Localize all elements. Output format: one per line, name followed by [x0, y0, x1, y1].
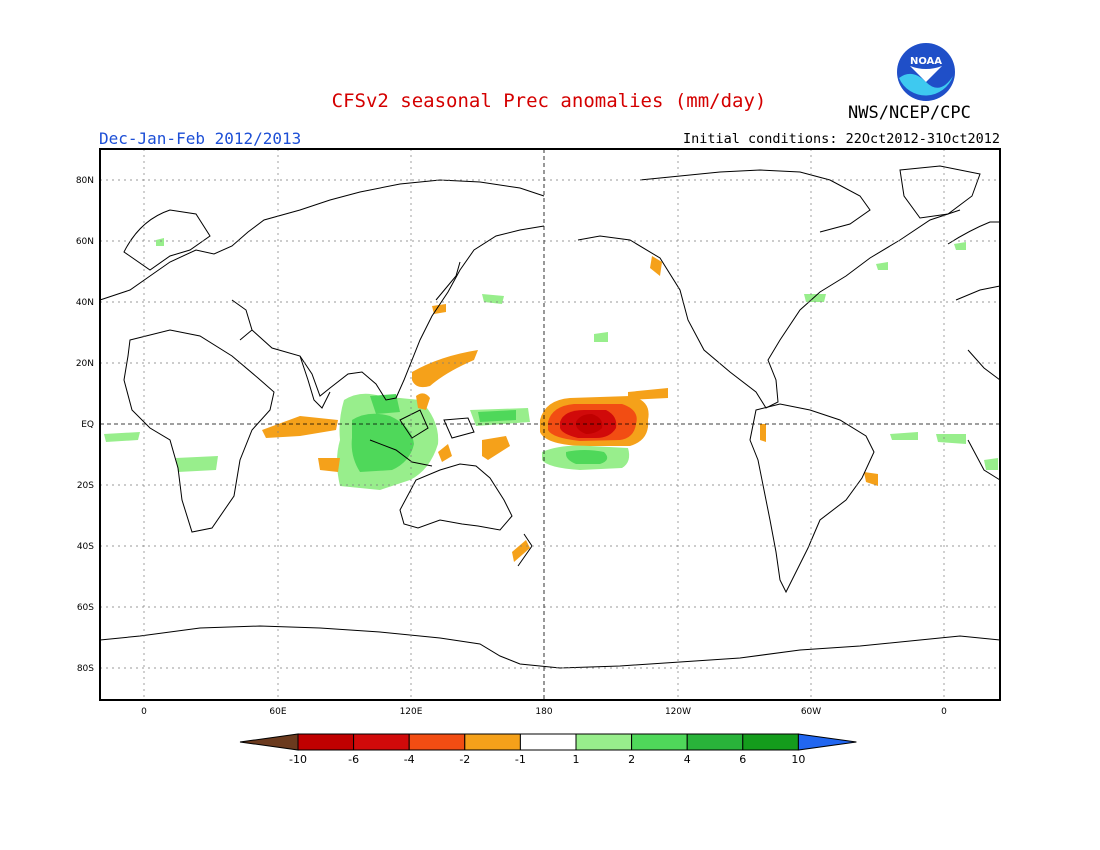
lat-label: 60S — [77, 603, 94, 613]
colorbar-label: -10 — [289, 753, 307, 766]
lat-label: 60N — [76, 237, 94, 247]
lat-label: 40S — [77, 542, 94, 552]
lon-tick-labels: 0 60E 120E 180 120W 60W 0 — [141, 707, 947, 717]
colorbar-swatch — [575, 733, 633, 751]
lat-label: EQ — [81, 420, 94, 430]
lon-label: 120W — [665, 707, 691, 717]
colorbar-swatch — [631, 733, 688, 751]
colorbar-swatch — [686, 733, 744, 751]
lat-label: 20S — [77, 481, 94, 491]
colorbar-swatch — [408, 733, 466, 751]
colorbar-swatch — [519, 733, 577, 751]
colorbar-label: 6 — [739, 753, 746, 766]
lat-label: 40N — [76, 298, 94, 308]
lon-label: 180 — [535, 707, 552, 717]
colorbar-swatch — [464, 733, 521, 751]
lat-label: 20N — [76, 359, 94, 369]
colorbar-label: 10 — [791, 753, 805, 766]
colorbar-swatch — [353, 733, 410, 751]
reference-lines — [100, 149, 1000, 700]
lat-label: 80N — [76, 176, 94, 186]
graticule — [100, 149, 1000, 700]
lon-label: 60E — [269, 707, 286, 717]
colorbar-label: -2 — [459, 753, 470, 766]
map-frame — [99, 148, 1001, 701]
colorbar-label: 4 — [684, 753, 691, 766]
colorbar-label: 2 — [628, 753, 635, 766]
colorbar-label: -6 — [348, 753, 359, 766]
anomaly-shading — [104, 238, 998, 562]
colorbar-arrow-high — [797, 733, 857, 751]
lat-tick-labels: 80N 60N 40N 20N EQ 20S 40S 60S 80S — [76, 176, 94, 674]
lat-label: 80S — [77, 664, 94, 674]
lon-label: 60W — [801, 707, 821, 717]
lon-label: 120E — [400, 707, 423, 717]
lon-label: 0 — [941, 707, 947, 717]
colorbar-label: -4 — [404, 753, 415, 766]
season-label: Dec-Jan-Feb 2012/2013 — [99, 129, 302, 148]
initial-conditions-label: Initial conditions: 22Oct2012-31Oct2012 — [683, 131, 1000, 147]
colorbar-swatch — [297, 733, 355, 751]
noaa-logo: NOAA — [897, 43, 955, 101]
chart-title: CFSv2 seasonal Prec anomalies (mm/day) — [331, 90, 767, 112]
colorbar-label: 1 — [573, 753, 580, 766]
organization-label: NWS/NCEP/CPC — [848, 103, 971, 123]
colorbar: -10 -6 -4 -2 -1 1 2 4 6 10 — [239, 733, 857, 766]
lon-label: 0 — [141, 707, 147, 717]
coastlines — [99, 165, 1001, 669]
colorbar-arrow-low — [239, 733, 299, 751]
svg-text:NOAA: NOAA — [910, 56, 942, 67]
colorbar-swatch — [742, 733, 799, 751]
colorbar-label: -1 — [515, 753, 526, 766]
